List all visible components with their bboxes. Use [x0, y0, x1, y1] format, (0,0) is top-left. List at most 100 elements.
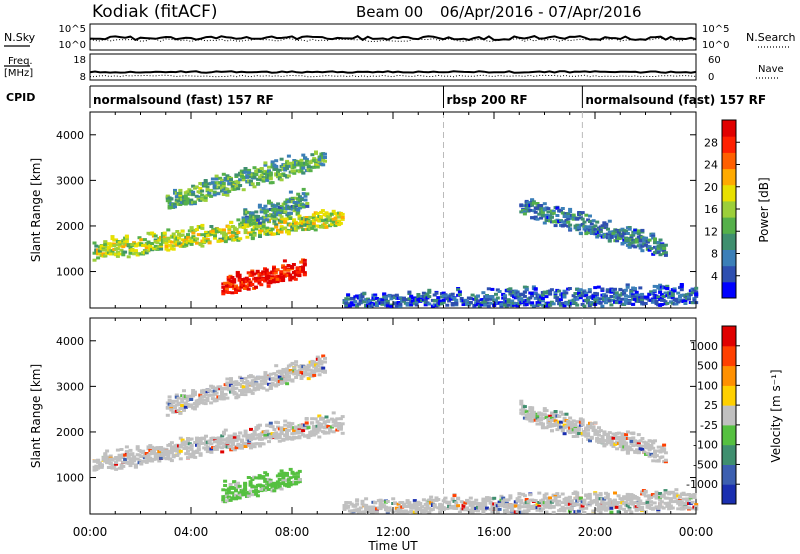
echo-cell [224, 492, 229, 496]
echo-cell [248, 489, 253, 493]
echo-cell [288, 483, 293, 487]
echo-cell [159, 242, 164, 246]
echo-cell [198, 241, 203, 245]
echo-cell [264, 277, 269, 281]
echo-cell [249, 427, 253, 431]
echo-cell [200, 189, 205, 193]
echo-cell [687, 297, 691, 301]
echo-cell [124, 445, 129, 449]
colorbar-tick-label: 24 [704, 159, 718, 172]
echo-cell [346, 293, 351, 297]
echo-cell [209, 194, 214, 198]
echo-cell [533, 287, 538, 291]
echo-cell [306, 377, 311, 381]
echo-cell [663, 458, 668, 462]
echo-cell [528, 416, 533, 420]
echo-cell [638, 499, 643, 503]
echo-cell [132, 459, 137, 463]
echo-cell [382, 292, 387, 296]
echo-cell [146, 447, 151, 451]
echo-cell [209, 188, 214, 192]
echo-cell [220, 450, 225, 454]
echo-cell [640, 292, 645, 296]
echo-cell [114, 462, 119, 466]
echo-cell [222, 432, 226, 436]
echo-cell [108, 454, 113, 458]
echo-cell [238, 237, 243, 241]
echo-cell [259, 437, 264, 441]
echo-cell [600, 304, 605, 308]
echo-cell [196, 437, 201, 440]
echo-cell [270, 275, 275, 279]
freq-tick-bottom: 8 [80, 72, 86, 83]
echo-cell [186, 233, 190, 237]
echo-cell [654, 492, 659, 496]
echo-cell [656, 506, 661, 510]
echo-cell [580, 294, 585, 298]
echo-cell [183, 194, 188, 198]
echo-cell [508, 494, 513, 498]
echo-cell [126, 455, 131, 459]
echo-cell [649, 500, 654, 504]
echo-cell [558, 303, 563, 307]
echo-cell [281, 480, 286, 484]
echo-cell [596, 285, 601, 289]
echo-cell [234, 173, 239, 177]
echo-cell [121, 238, 126, 242]
echo-cell [157, 459, 162, 463]
echo-cell [265, 473, 269, 477]
echo-cell [553, 410, 558, 413]
echo-cell [277, 436, 282, 440]
echo-cell [625, 498, 630, 502]
echo-cell [241, 434, 246, 438]
echo-cell [389, 508, 394, 512]
echo-cell [411, 299, 415, 303]
echo-cell [438, 506, 443, 510]
echo-cell [537, 501, 542, 504]
echo-cell [362, 300, 367, 304]
echo-cell [436, 296, 441, 300]
echo-cell [380, 302, 385, 306]
echo-cell [317, 414, 322, 418]
nave-tick-top: 60 [708, 55, 721, 66]
echo-cell [568, 223, 573, 227]
echo-blob-strong [221, 258, 307, 296]
echo-cell [486, 499, 491, 503]
echo-cell [259, 485, 264, 488]
echo-cell [667, 490, 672, 494]
echo-near-range-scatter [342, 283, 699, 308]
echo-cell [221, 397, 226, 401]
echo-cell [629, 442, 634, 446]
echo-cell [258, 435, 262, 438]
echo-cell [531, 410, 536, 414]
echo-cell [629, 500, 634, 504]
echo-cell [240, 221, 244, 225]
echo-band-evening [519, 198, 668, 257]
echo-cell [248, 480, 253, 484]
echo-cell [537, 504, 542, 508]
echo-cell [252, 166, 257, 170]
echo-cell [405, 303, 410, 307]
echo-cell [456, 504, 461, 508]
freq-label-2: [MHz] [4, 68, 33, 79]
echo-cell [153, 452, 158, 456]
echo-cell [533, 296, 538, 300]
echo-cell [169, 197, 174, 201]
echo-cell [519, 203, 524, 207]
echo-cell [600, 435, 605, 438]
echo-cell [557, 495, 562, 499]
echo-cell [624, 229, 629, 233]
echo-cell [157, 450, 162, 454]
echo-cell [631, 502, 636, 506]
echo-cell [207, 389, 212, 393]
echo-cell [407, 501, 412, 505]
echo-cell [119, 448, 124, 451]
echo-cell [324, 221, 329, 225]
echo-cell [123, 250, 128, 254]
echo-cell [200, 193, 205, 197]
echo-cell [351, 297, 356, 301]
echo-cell [530, 203, 535, 207]
echo-cell [588, 423, 592, 427]
echo-cell [311, 222, 316, 226]
echo-cell [272, 214, 277, 218]
